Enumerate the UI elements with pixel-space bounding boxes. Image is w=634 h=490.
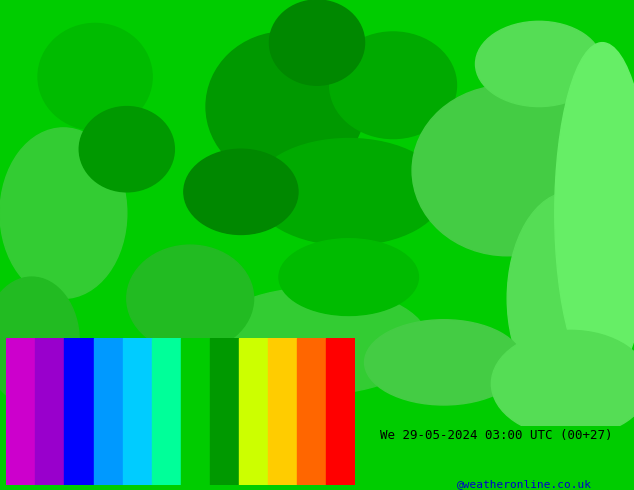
Ellipse shape xyxy=(412,85,602,256)
Text: @weatheronline.co.uk: @weatheronline.co.uk xyxy=(456,479,592,489)
Bar xyxy=(326,338,355,485)
Bar xyxy=(122,338,152,485)
Ellipse shape xyxy=(38,24,152,130)
Bar xyxy=(36,338,65,485)
Ellipse shape xyxy=(330,32,456,139)
Bar xyxy=(297,338,326,485)
Bar xyxy=(181,338,210,485)
Bar xyxy=(65,338,94,485)
Ellipse shape xyxy=(254,139,444,245)
Ellipse shape xyxy=(0,128,127,298)
Ellipse shape xyxy=(365,319,523,405)
Ellipse shape xyxy=(269,0,365,85)
Ellipse shape xyxy=(491,330,634,437)
Ellipse shape xyxy=(279,239,418,316)
Ellipse shape xyxy=(206,288,428,394)
Bar xyxy=(210,338,239,485)
Text: Thickness 700/1000 hPa/SLP/Height 700 hPa: Thickness 700/1000 hPa/SLP/Height 700 hP… xyxy=(6,429,314,442)
Bar xyxy=(94,338,122,485)
Bar xyxy=(6,338,36,485)
Text: We 29-05-2024 03:00 UTC (00+27): We 29-05-2024 03:00 UTC (00+27) xyxy=(380,429,613,442)
Ellipse shape xyxy=(507,192,634,405)
Ellipse shape xyxy=(476,21,602,106)
Ellipse shape xyxy=(79,107,174,192)
Bar xyxy=(152,338,181,485)
Bar xyxy=(268,338,297,485)
Bar xyxy=(239,338,268,485)
Ellipse shape xyxy=(184,149,298,234)
Ellipse shape xyxy=(127,245,254,352)
Ellipse shape xyxy=(206,32,365,181)
Ellipse shape xyxy=(555,43,634,384)
Ellipse shape xyxy=(0,277,79,405)
